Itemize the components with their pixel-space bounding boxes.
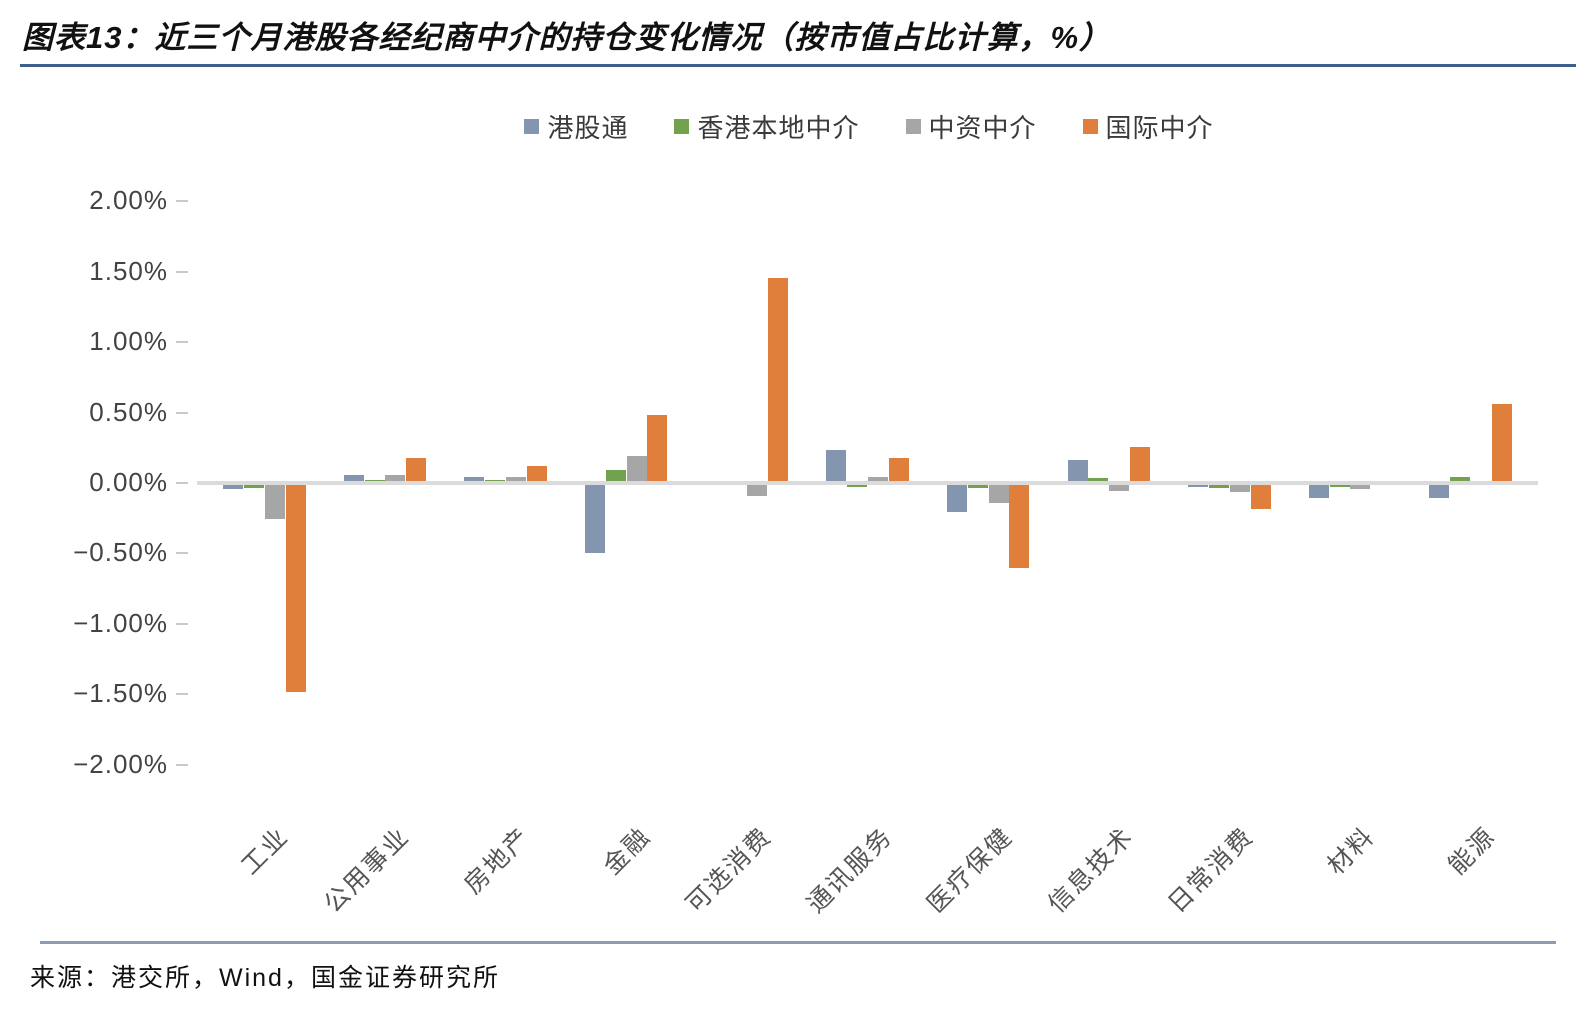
y-axis-tick-label: 1.00% xyxy=(89,326,168,357)
zero-axis-line xyxy=(197,481,1538,485)
bar-港股通-公用事业 xyxy=(343,475,364,481)
bar-国际中介-金融 xyxy=(647,414,668,481)
chart-title: 图表13：近三个月港股各经纪商中介的持仓变化情况（按市值占比计算，%） xyxy=(22,20,1112,55)
y-axis-tick-label: 0.50% xyxy=(89,396,168,427)
bar-香港本地中介-公用事业 xyxy=(364,479,385,481)
bar-香港本地中介-日常消费 xyxy=(1209,485,1229,488)
legend-label: 国际中介 xyxy=(1105,112,1214,143)
bar-中资中介-可选消费 xyxy=(747,485,768,497)
y-axis-tick-label: −1.00% xyxy=(73,607,168,638)
bar-中资中介-日常消费 xyxy=(1229,485,1250,493)
legend-swatch-icon xyxy=(1082,118,1098,134)
legend-label: 中资中介 xyxy=(928,112,1037,143)
bar-国际中介-能源 xyxy=(1491,403,1512,481)
bar-香港本地中介-金融 xyxy=(605,469,626,481)
legend-item-香港本地中介: 香港本地中介 xyxy=(674,108,859,145)
y-axis-tick-mark xyxy=(176,200,188,203)
bar-中资中介-工业 xyxy=(264,485,285,519)
x-axis-label-可选消费: 可选消费 xyxy=(680,822,777,919)
bar-港股通-医疗保健 xyxy=(946,485,967,512)
source-note: 来源：港交所，Wind，国金证券研究所 xyxy=(30,964,500,992)
bar-香港本地中介-材料 xyxy=(1329,485,1350,487)
x-axis-label-材料: 材料 xyxy=(1322,822,1381,881)
y-axis-tick-mark xyxy=(176,693,188,696)
legend-label: 香港本地中介 xyxy=(697,112,860,143)
bar-国际中介-信息技术 xyxy=(1129,447,1150,481)
chart-legend: 港股通 香港本地中介 中资中介 国际中介 xyxy=(200,106,1538,146)
bar-国际中介-公用事业 xyxy=(406,458,427,481)
y-axis-tick-mark xyxy=(176,763,188,766)
y-axis-tick-label: 2.00% xyxy=(89,185,168,216)
bar-国际中介-通讯服务 xyxy=(888,458,909,481)
y-axis-tick-mark xyxy=(176,270,188,273)
bar-国际中介-可选消费 xyxy=(768,278,789,481)
legend-item-中资中介: 中资中介 xyxy=(905,108,1037,145)
bar-国际中介-日常消费 xyxy=(1250,485,1271,509)
bar-国际中介-房地产 xyxy=(526,465,547,481)
bar-港股通-信息技术 xyxy=(1067,459,1088,481)
y-axis-tick-mark xyxy=(176,341,188,344)
bar-中资中介-房地产 xyxy=(505,476,526,481)
bar-中资中介-信息技术 xyxy=(1109,485,1130,491)
y-axis-tick-label: 1.50% xyxy=(89,255,168,286)
bar-港股通-能源 xyxy=(1429,485,1450,498)
bar-港股通-金融 xyxy=(585,485,606,553)
x-axis-label-信息技术: 信息技术 xyxy=(1042,822,1139,919)
bar-香港本地中介-信息技术 xyxy=(1088,478,1109,481)
bar-香港本地中介-能源 xyxy=(1450,476,1471,481)
y-axis-tick-mark xyxy=(176,622,188,625)
x-axis-label-房地产: 房地产 xyxy=(458,822,536,900)
bar-香港本地中介-医疗保健 xyxy=(967,485,988,488)
legend-label: 港股通 xyxy=(547,112,629,143)
bar-港股通-通讯服务 xyxy=(826,450,847,481)
y-axis-tick-label: −2.00% xyxy=(73,748,168,779)
title-underline xyxy=(20,64,1576,67)
bar-港股通-材料 xyxy=(1308,485,1329,498)
bar-香港本地中介-房地产 xyxy=(485,479,506,481)
bar-香港本地中介-工业 xyxy=(243,485,264,488)
footer-divider xyxy=(40,941,1556,944)
x-axis-label-日常消费: 日常消费 xyxy=(1163,822,1260,919)
x-axis-label-公用事业: 公用事业 xyxy=(318,822,415,919)
y-axis-tick-label: −1.50% xyxy=(73,678,168,709)
bar-中资中介-金融 xyxy=(626,455,647,481)
x-axis-label-工业: 工业 xyxy=(236,822,295,881)
bar-香港本地中介-通讯服务 xyxy=(847,485,868,487)
bar-中资中介-通讯服务 xyxy=(867,476,888,481)
y-axis-tick-mark xyxy=(176,552,188,555)
y-axis-tick-label: −0.50% xyxy=(73,537,168,568)
bar-中资中介-公用事业 xyxy=(385,475,406,481)
bar-中资中介-材料 xyxy=(1350,485,1371,490)
y-axis-tick-mark xyxy=(176,482,188,484)
legend-item-国际中介: 国际中介 xyxy=(1082,108,1214,145)
bar-港股通-日常消费 xyxy=(1188,485,1209,487)
bar-港股通-工业 xyxy=(223,485,244,490)
x-axis-label-医疗保健: 医疗保健 xyxy=(921,822,1019,919)
bar-国际中介-工业 xyxy=(285,485,306,692)
legend-swatch-icon xyxy=(905,118,921,134)
legend-swatch-icon xyxy=(524,118,540,134)
x-axis-label-通讯服务: 通讯服务 xyxy=(801,822,898,919)
bar-中资中介-医疗保健 xyxy=(988,485,1009,504)
y-axis-tick-label: 0.00% xyxy=(89,467,168,497)
y-axis-tick-mark xyxy=(176,411,188,414)
bar-港股通-房地产 xyxy=(464,476,485,481)
bar-国际中介-医疗保健 xyxy=(1009,485,1030,569)
x-axis-label-金融: 金融 xyxy=(598,822,657,881)
x-axis-label-能源: 能源 xyxy=(1442,822,1501,881)
legend-item-港股通: 港股通 xyxy=(524,108,628,145)
legend-swatch-icon xyxy=(674,118,690,134)
